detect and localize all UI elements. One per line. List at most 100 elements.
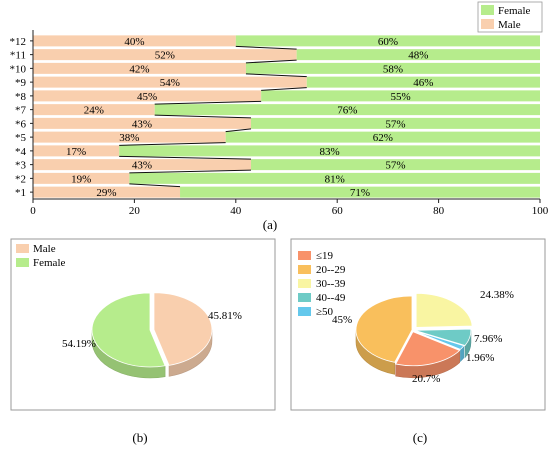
gender-pie-chart: Male Female 45.81% 54.19% — [10, 238, 276, 411]
pie-slice — [415, 292, 473, 328]
pie-slice — [91, 292, 166, 368]
value-label: 7.96% — [474, 333, 502, 345]
bar-label-male: 38% — [119, 132, 139, 144]
bar-male — [33, 62, 246, 74]
pie-slice — [395, 331, 461, 367]
bar-male — [33, 90, 262, 102]
bar-female — [245, 62, 540, 74]
category-label: *4 — [15, 146, 27, 158]
legend-swatch — [298, 265, 311, 274]
bar-male — [33, 131, 226, 143]
connector-line — [154, 114, 252, 119]
legend-swatch — [16, 258, 29, 267]
panel-label-a: (a) — [263, 217, 277, 232]
category-label: *11 — [10, 50, 26, 62]
category-label: *1 — [15, 187, 26, 199]
bar-female — [306, 76, 540, 88]
legend-swatch — [298, 251, 311, 260]
legend-swatch-female — [481, 5, 494, 15]
legend-swatch-male — [481, 19, 494, 29]
bar-female — [129, 172, 540, 184]
bar-label-male: 42% — [129, 63, 149, 75]
bar-label-male: 43% — [132, 118, 152, 130]
bar-label-female: 55% — [390, 91, 410, 103]
panel-label-c: (c) — [413, 430, 427, 445]
value-label: 1.96% — [466, 352, 494, 364]
x-tick-label: 0 — [30, 205, 36, 217]
bar-female — [154, 104, 540, 116]
connector-line — [245, 59, 297, 64]
x-tick-label: 60 — [332, 205, 344, 217]
connector-line — [225, 128, 252, 133]
legend-label: 30--39 — [316, 278, 346, 290]
bar-label-male: 45% — [137, 91, 157, 103]
bar-male — [33, 117, 252, 129]
bar-label-female: 57% — [385, 118, 405, 130]
legend-label: 40--49 — [316, 292, 346, 304]
legend-label-male: Male — [498, 19, 521, 31]
category-label: *10 — [10, 63, 27, 75]
pie-slice — [413, 330, 465, 350]
x-tick-label: 20 — [129, 205, 141, 217]
bar-label-male: 17% — [66, 146, 86, 158]
connector-line — [261, 87, 307, 91]
bar-male — [33, 104, 155, 116]
bar-label-female: 48% — [408, 50, 428, 62]
bar-label-male: 54% — [160, 77, 180, 89]
pie-slice — [355, 295, 413, 363]
bar-label-female: 83% — [320, 146, 340, 158]
category-label: *12 — [10, 36, 27, 48]
legend-label: Female — [33, 257, 65, 269]
bar-male — [33, 145, 120, 157]
legend-label: ≥50 — [316, 306, 334, 318]
bar-male — [33, 35, 236, 47]
value-label: 45.81% — [208, 310, 242, 322]
bar-label-female: 58% — [383, 63, 403, 75]
connector-line — [154, 100, 262, 105]
bar-label-male: 29% — [96, 187, 116, 199]
bar-female — [119, 145, 540, 157]
bar-label-female: 81% — [325, 173, 345, 185]
bar-label-male: 24% — [84, 105, 104, 117]
bar-label-female: 46% — [413, 77, 433, 89]
connector-line — [119, 155, 252, 160]
legend-swatch — [298, 307, 311, 316]
category-label: *5 — [15, 132, 27, 144]
bar-female — [251, 117, 540, 129]
x-tick-label: 80 — [433, 205, 445, 217]
legend-label: ≤19 — [316, 250, 334, 262]
bar-male — [33, 76, 307, 88]
x-tick-label: 40 — [230, 205, 242, 217]
pie-slice — [414, 328, 472, 346]
category-label: *8 — [15, 91, 27, 103]
bar-female — [251, 159, 540, 171]
category-label: *2 — [15, 173, 26, 185]
connector-line — [245, 73, 307, 78]
bar-label-female: 62% — [373, 132, 393, 144]
bar-male — [33, 159, 252, 171]
value-label: 54.19% — [62, 338, 96, 350]
legend-label-female: Female — [498, 5, 530, 17]
legend-swatch — [298, 293, 311, 302]
connector-line — [129, 169, 252, 174]
value-label: 45% — [332, 314, 352, 326]
legend-label: 20--29 — [316, 264, 346, 276]
value-label: 24.38% — [480, 289, 514, 301]
age-pie-chart: ≤19 20--29 30--39 40--49 ≥50 24.38% 7.96% 1.96%… — [290, 238, 546, 411]
category-label: *9 — [15, 77, 27, 89]
bar-label-male: 19% — [71, 173, 91, 185]
legend-swatch — [298, 279, 311, 288]
x-tick-label: 100 — [532, 205, 549, 217]
category-label: *6 — [15, 118, 27, 130]
bar-label-female: 71% — [350, 187, 370, 199]
bar-female — [261, 90, 540, 102]
bar-label-male: 52% — [155, 50, 175, 62]
category-label: *7 — [15, 105, 27, 117]
category-label: *3 — [15, 160, 27, 172]
legend-swatch — [16, 244, 29, 253]
bar-label-female: 60% — [378, 36, 398, 48]
connector-line — [129, 183, 181, 188]
panel-label-b: (b) — [132, 430, 147, 445]
bar-female — [235, 35, 541, 47]
